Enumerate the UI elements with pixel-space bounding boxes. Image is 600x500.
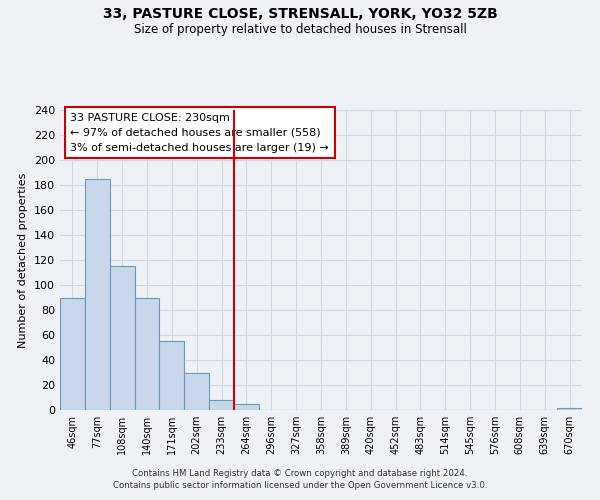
Text: Contains public sector information licensed under the Open Government Licence v3: Contains public sector information licen… xyxy=(113,481,487,490)
Bar xyxy=(234,404,259,410)
Text: Contains HM Land Registry data © Crown copyright and database right 2024.: Contains HM Land Registry data © Crown c… xyxy=(132,468,468,477)
Text: 33, PASTURE CLOSE, STRENSALL, YORK, YO32 5ZB: 33, PASTURE CLOSE, STRENSALL, YORK, YO32… xyxy=(103,8,497,22)
Bar xyxy=(209,400,234,410)
Y-axis label: Number of detached properties: Number of detached properties xyxy=(19,172,28,348)
Bar xyxy=(557,408,582,410)
Text: Size of property relative to detached houses in Strensall: Size of property relative to detached ho… xyxy=(134,22,466,36)
Bar xyxy=(160,341,184,410)
Bar xyxy=(110,266,134,410)
Bar xyxy=(85,179,110,410)
Text: 33 PASTURE CLOSE: 230sqm
← 97% of detached houses are smaller (558)
3% of semi-d: 33 PASTURE CLOSE: 230sqm ← 97% of detach… xyxy=(70,113,329,152)
Bar xyxy=(184,372,209,410)
Bar xyxy=(134,298,160,410)
Bar xyxy=(60,298,85,410)
